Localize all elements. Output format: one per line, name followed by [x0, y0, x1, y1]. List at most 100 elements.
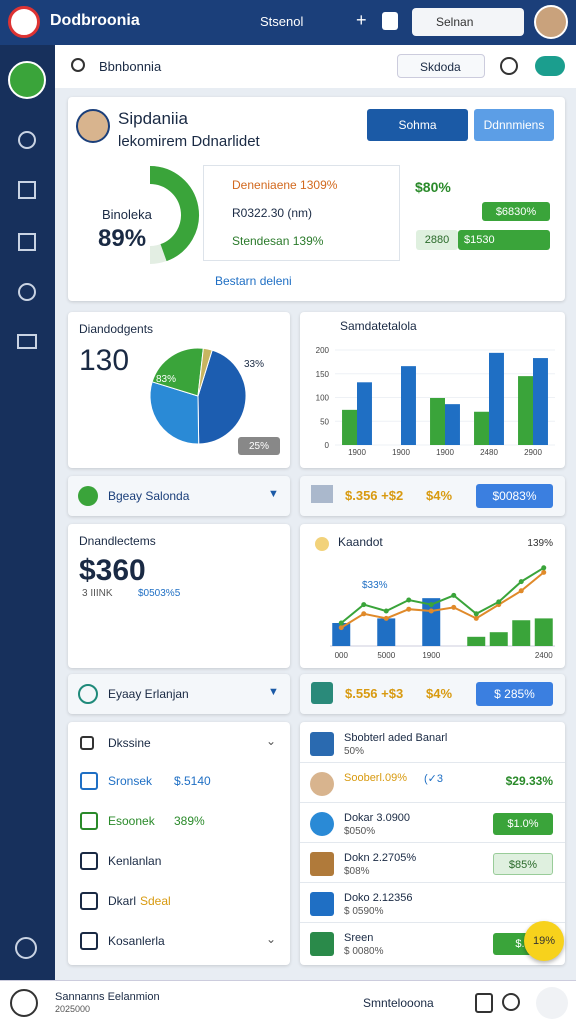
x-tick-label: 1900	[436, 448, 454, 457]
search-text: Selnan	[436, 15, 474, 29]
feed: Sbobterl aded Banarl 50% Sooberl.09% (✓3 $29…	[300, 722, 565, 965]
secondary-button[interactable]: Ddnnmiens	[474, 109, 554, 141]
row-sub: 50%	[344, 746, 365, 757]
bar	[401, 366, 416, 445]
menu[interactable]: Stsenol	[260, 14, 304, 29]
status-bar: $1530	[458, 230, 550, 250]
dropdown-icon	[78, 486, 98, 506]
divider	[300, 762, 565, 763]
bottom-icon[interactable]	[10, 989, 38, 1017]
item: R0322.30 (nm)	[232, 206, 313, 220]
bottom-menu[interactable]: Smntelooona	[363, 996, 434, 1010]
chevron: ⌄	[266, 734, 277, 748]
nav-icon[interactable]	[18, 131, 36, 149]
sub-stat: $0503%5	[138, 588, 181, 599]
row-title: Sreen	[344, 932, 374, 944]
thumb	[311, 682, 333, 704]
amount: $80%	[415, 179, 451, 195]
link[interactable]: Bestarn deleni	[215, 274, 292, 288]
search-box[interactable]: Selnan	[412, 8, 524, 36]
toggle[interactable]	[535, 56, 565, 76]
item: Deneniaene 1309%	[232, 178, 338, 192]
nav-icon[interactable]	[18, 233, 36, 251]
primary-button[interactable]: Sohma	[367, 109, 468, 141]
avatar[interactable]	[534, 5, 568, 39]
nav-icon[interactable]	[15, 937, 37, 959]
dropdown[interactable]: Bgeay Salonda ▼	[68, 476, 290, 516]
add-icon[interactable]: +	[356, 10, 367, 30]
nav-icon[interactable]	[18, 283, 36, 301]
menu-value: Sdeal	[140, 894, 171, 908]
bar	[467, 636, 486, 646]
stat-button[interactable]: $ 285%	[476, 682, 553, 706]
point	[541, 569, 547, 575]
status-bar: $6830%	[482, 202, 550, 221]
stat-row: $.356 +$2 $4% $0083%	[300, 476, 565, 516]
point	[451, 592, 457, 598]
row-sub: $050%	[344, 826, 376, 837]
icon	[80, 772, 98, 790]
y-tick-label: 150	[316, 370, 330, 379]
x-tick-label: 1900	[392, 448, 410, 457]
search-icon[interactable]	[71, 58, 85, 72]
profile-avatar	[76, 109, 110, 143]
point	[451, 604, 457, 610]
subheader: Bbnbonnia Skdoda	[55, 45, 576, 88]
icon	[80, 852, 98, 870]
row-avatar	[310, 892, 334, 916]
nav-icon[interactable]	[18, 181, 36, 199]
corner-label: 139%	[527, 538, 553, 549]
amount-card: Dnandlectems $360 3 IIINK $0503%5	[68, 524, 290, 668]
fab[interactable]: 19%	[524, 921, 564, 961]
icon	[80, 736, 94, 750]
line-card: Kaandot 139% $33% 000 5000 1900 2400	[300, 524, 565, 668]
sub-stat: 3 IIINK	[82, 588, 113, 599]
nav-icon[interactable]	[17, 334, 37, 349]
card-title: Dnandlectems	[79, 534, 156, 548]
x-tick-label: 5000	[377, 651, 395, 660]
thumb	[311, 485, 333, 503]
line	[340, 566, 545, 624]
chevron: ⌄	[266, 932, 277, 946]
row-value: $29.33%	[505, 774, 553, 788]
pie-slice	[151, 347, 204, 397]
bottom-sub: 2025000	[55, 1004, 91, 1014]
point	[541, 565, 547, 571]
row-title: Dokar 3.0900	[344, 812, 411, 824]
point	[496, 599, 502, 605]
y-tick-label: 50	[320, 417, 329, 426]
pill[interactable]: Skdoda	[397, 54, 485, 78]
row-title: Sooberl.09%	[344, 772, 407, 784]
line	[340, 571, 545, 629]
pie-slice	[197, 347, 213, 397]
row-avatar	[310, 852, 334, 876]
stat: $.556 +$3	[345, 686, 404, 701]
bottom-icon[interactable]	[536, 987, 568, 1019]
profile-subtitle: lekomirem Ddnarlidet	[118, 133, 260, 150]
row-title: Doko 2.12356	[344, 892, 413, 904]
dropdown[interactable]: Eyaay Erlanjan ▼	[68, 674, 290, 714]
bottom-icon[interactable]	[502, 993, 520, 1011]
bar	[342, 409, 357, 445]
point	[361, 602, 367, 608]
menu-value: 389%	[174, 814, 205, 828]
menu-item: Sronsek	[108, 774, 153, 788]
pie-annotation: 25%	[238, 437, 280, 455]
pie-chart	[149, 347, 247, 445]
bottom-icon[interactable]	[475, 993, 493, 1013]
menu-value: $.5140	[174, 774, 211, 788]
notification-icon[interactable]	[382, 12, 398, 30]
point	[428, 608, 434, 614]
sidebar-avatar[interactable]	[8, 61, 46, 99]
stat-button[interactable]: $0083%	[476, 484, 553, 508]
card-title: Kaandot	[338, 535, 383, 549]
settings-icon[interactable]	[500, 57, 518, 75]
point	[406, 597, 412, 603]
dropdown-icon	[78, 684, 98, 704]
bar	[377, 618, 396, 646]
bar	[430, 397, 445, 445]
y-tick-label: 0	[325, 441, 330, 450]
gauge-label: Binoleka	[102, 207, 152, 222]
stat: $.356 +$2	[345, 488, 404, 503]
x-tick-label: 000	[335, 651, 349, 660]
